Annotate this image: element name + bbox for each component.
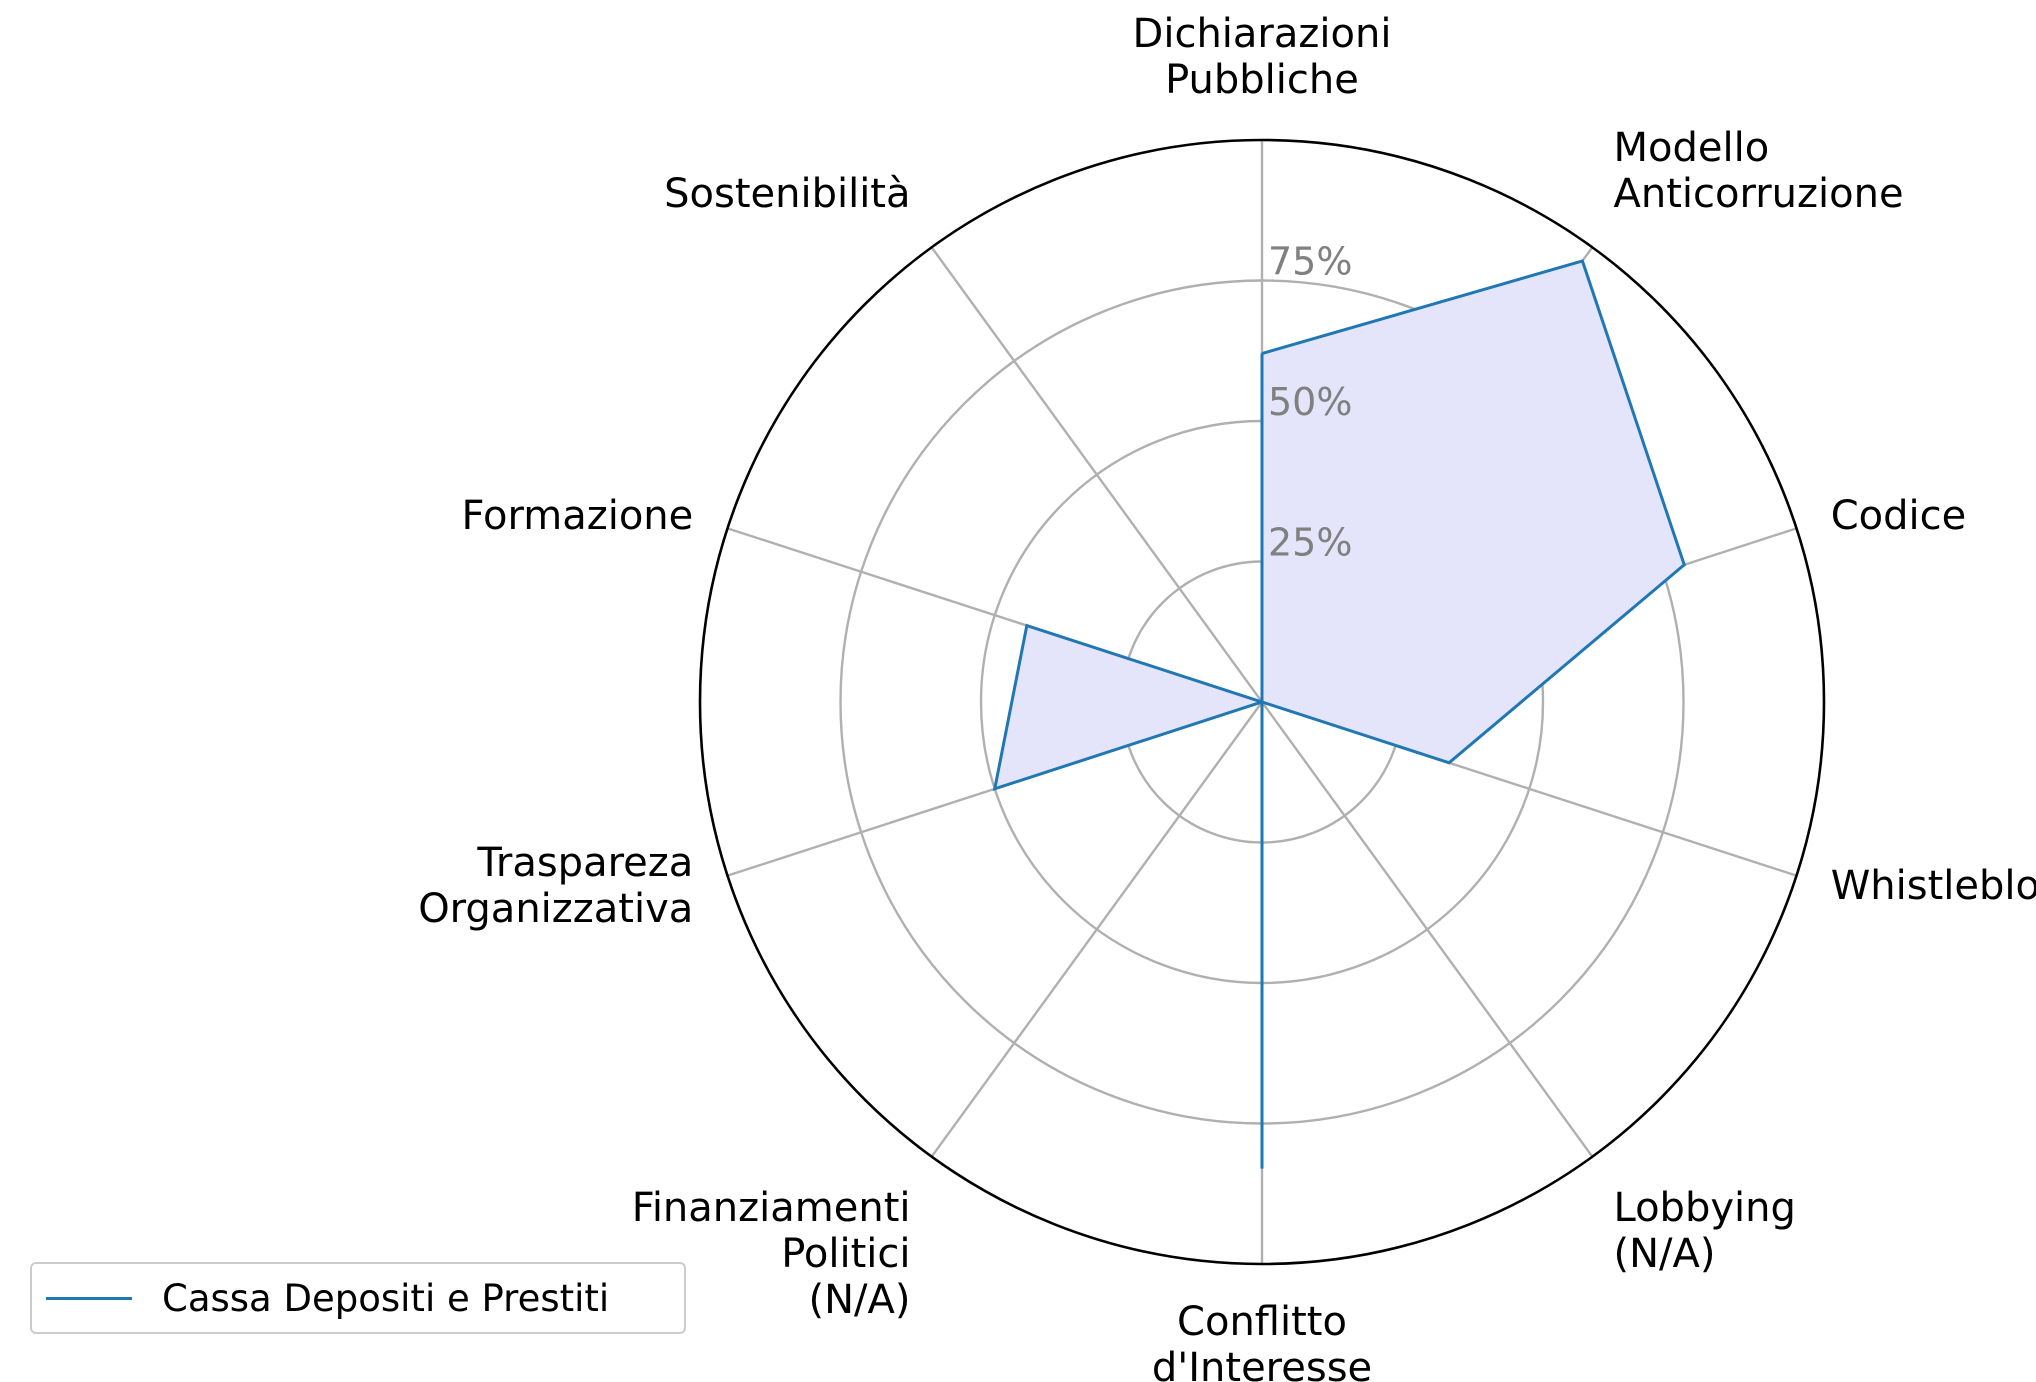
spoke-4: [1261, 701, 1594, 1158]
radial-tick-labels: 25% 50% 75%: [1268, 240, 1352, 565]
category-label-8: Formazione: [461, 493, 693, 539]
category-label-line: Codice: [1831, 493, 1967, 539]
outer-frame: [698, 138, 1826, 1266]
category-label-line: Pubbliche: [1165, 57, 1359, 103]
data-point-0: [1261, 353, 1263, 355]
category-label-7: Traspareza Organizzativa: [418, 840, 693, 932]
category-label-1: Modello Anticorruzione: [1614, 125, 1904, 217]
category-label-line: Modello: [1614, 125, 1770, 171]
data-point-3: [1448, 762, 1450, 764]
data-point-1: [1581, 260, 1583, 262]
data-point-7: [994, 788, 996, 790]
radar-series: [992, 259, 1686, 1169]
category-label-3: Whistleblowing: [1831, 863, 2036, 909]
r-tick-label-0: 25%: [1268, 521, 1352, 565]
data-point-8: [1026, 625, 1028, 627]
spoke-6: [930, 701, 1263, 1158]
legend: Cassa Depositi e Prestiti: [30, 1262, 686, 1334]
series-fill-0: [994, 260, 1685, 1169]
category-label-line: Dichiarazioni: [1133, 11, 1392, 57]
category-label-line: d'Interesse: [1152, 1345, 1372, 1382]
category-label-line: Organizzativa: [418, 886, 693, 932]
category-label-line: Anticorruzione: [1614, 171, 1904, 217]
r-tick-label-1: 50%: [1268, 380, 1352, 424]
category-label-5: Conflitto d'Interesse: [1152, 1299, 1372, 1382]
data-point-9: [1261, 701, 1263, 703]
category-label-line: Sostenibilità: [664, 171, 910, 217]
category-label-line: Traspareza: [476, 840, 693, 886]
spoke-9: [930, 246, 1263, 703]
category-label-line: (N/A): [1614, 1231, 1716, 1277]
category-label-4: Lobbying (N/A): [1614, 1185, 1796, 1277]
legend-label: Cassa Depositi e Prestiti: [162, 1276, 610, 1320]
category-label-2: Codice: [1831, 493, 1967, 539]
category-label-line: Conflitto: [1177, 1299, 1347, 1345]
category-label-9: Sostenibilità: [664, 171, 910, 217]
data-point-2: [1683, 564, 1685, 566]
category-label-line: Lobbying: [1614, 1185, 1796, 1231]
category-label-0: Dichiarazioni Pubbliche: [1133, 11, 1392, 103]
r-tick-label-2: 75%: [1268, 240, 1352, 284]
category-label-6: Finanziamenti Politici (N/A): [632, 1185, 911, 1323]
legend-swatch: [46, 1296, 132, 1300]
category-label-line: Finanziamenti: [632, 1185, 911, 1231]
series-line-0: [992, 259, 1686, 1169]
category-label-line: Whistleblowing: [1831, 863, 2036, 909]
category-label-line: Formazione: [461, 493, 693, 539]
category-label-line: Politici: [781, 1231, 910, 1277]
category-labels: Dichiarazioni Pubbliche Modello Anticorruzi…: [418, 11, 2036, 1382]
category-label-line: (N/A): [809, 1277, 911, 1323]
data-point-5: [1261, 1167, 1263, 1169]
